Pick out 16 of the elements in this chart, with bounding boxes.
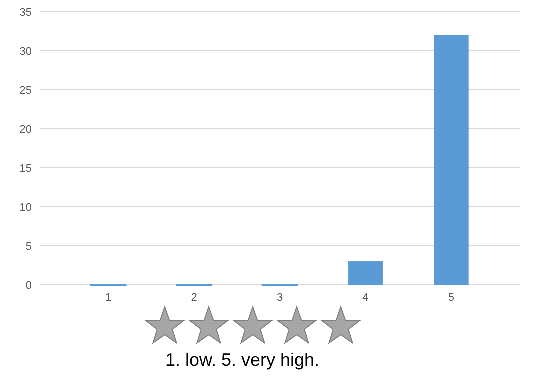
y-tick-label: 30	[20, 46, 32, 58]
y-tick-label: 20	[20, 124, 32, 136]
y-tick-label: 5	[26, 240, 32, 253]
y-tick-label: 10	[20, 202, 32, 214]
x-tick-label: 2	[191, 292, 198, 304]
x-tick-label: 5	[448, 292, 454, 304]
bar	[348, 261, 384, 286]
x-tick-label: 1	[106, 292, 112, 304]
y-tick-label: 0	[26, 280, 32, 292]
x-tick-label: 4	[362, 292, 369, 304]
x-axis-title: 1. low. 5. very high.	[165, 350, 320, 370]
bar	[434, 35, 469, 286]
x-tick-label: 3	[276, 292, 284, 304]
y-tick-label: 35	[20, 6, 32, 19]
y-tick-label: 25	[20, 84, 32, 97]
y-tick-label: 15	[20, 162, 32, 175]
